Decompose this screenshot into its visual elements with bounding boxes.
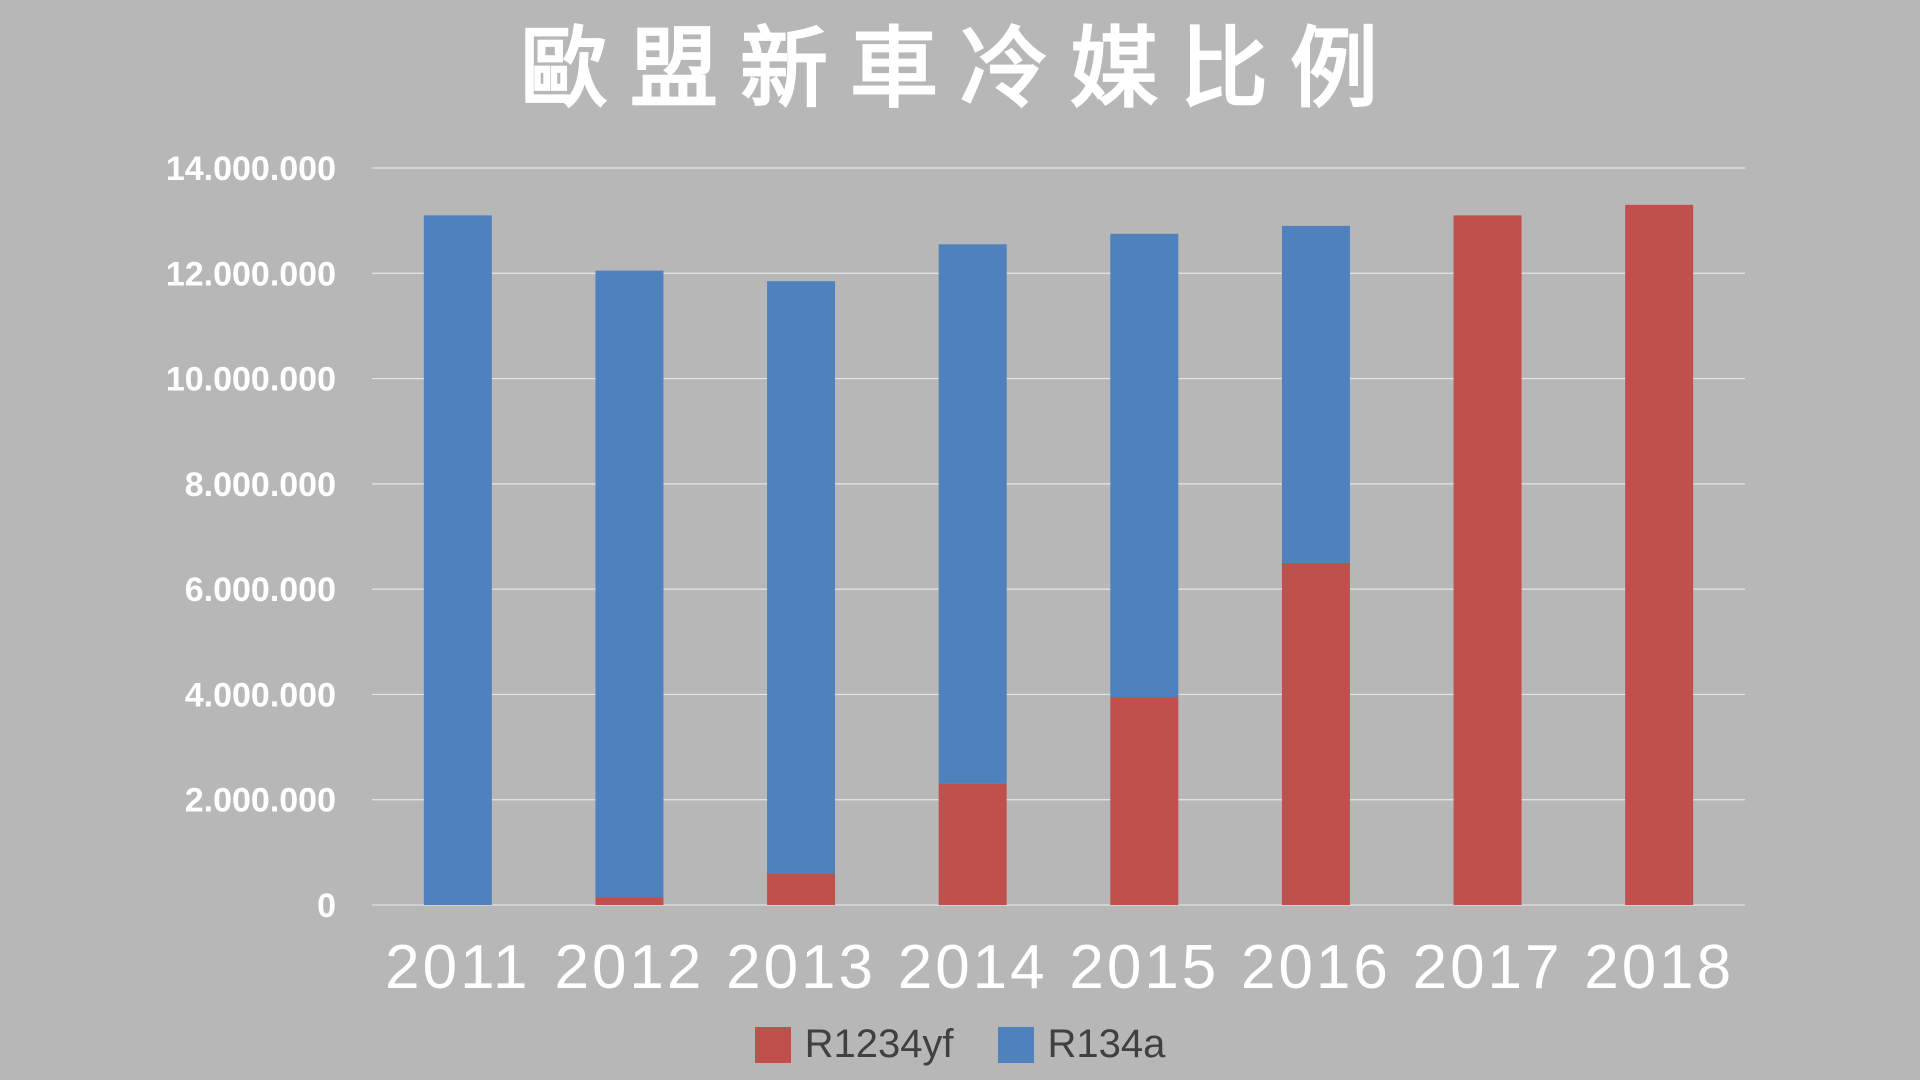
x-tick-label: 2011 (385, 933, 530, 1002)
x-tick-label: 2018 (1584, 933, 1734, 1002)
x-tick-label: 2015 (1069, 933, 1219, 1002)
chart-title: 歐盟新車冷媒比例 (519, 17, 1400, 120)
x-tick-label: 2017 (1413, 933, 1563, 1002)
x-tick-label: 2014 (898, 933, 1048, 1002)
y-tick-label: 10.000.000 (166, 361, 336, 399)
legend-label-r134a: R134a (1047, 1022, 1166, 1066)
y-tick-label: 14.000.000 (166, 150, 336, 188)
legend-swatch-r1234yf (754, 1026, 791, 1063)
bar-r1234yf-2013 (767, 873, 836, 905)
legend-item-r134a: R134a (997, 1022, 1166, 1067)
x-tick-label: 2012 (554, 933, 704, 1002)
y-tick-label: 6.000.000 (185, 571, 336, 609)
y-tick-label: 4.000.000 (185, 676, 336, 714)
bar-r1234yf-2014 (938, 783, 1007, 905)
legend-swatch-r134a (997, 1026, 1034, 1063)
x-tick-label: 2013 (726, 933, 876, 1002)
bar-r134a-2016 (1281, 225, 1350, 563)
bar-r134a-2014 (938, 244, 1007, 784)
bar-r1234yf-2016 (1281, 562, 1350, 905)
legend: R1234yf R134a (0, 1022, 1920, 1067)
bar-r1234yf-2015 (1110, 697, 1179, 905)
bar-r1234yf-2017 (1453, 215, 1522, 906)
legend-item-r1234yf: R1234yf (754, 1022, 954, 1067)
bar-r134a-2013 (767, 281, 836, 874)
bar-r1234yf-2012 (595, 897, 664, 905)
y-tick-label: 2.000.000 (185, 782, 336, 820)
bar-r134a-2015 (1110, 233, 1179, 698)
y-tick-label: 0 (317, 887, 336, 925)
bar-r1234yf-2018 (1625, 204, 1694, 906)
bar-r134a-2011 (423, 215, 492, 906)
y-tick-label: 8.000.000 (185, 466, 336, 504)
legend-label-r1234yf: R1234yf (804, 1022, 954, 1066)
y-tick-label: 12.000.000 (166, 255, 336, 293)
bar-r134a-2012 (595, 270, 664, 898)
x-tick-label: 2016 (1241, 933, 1391, 1002)
